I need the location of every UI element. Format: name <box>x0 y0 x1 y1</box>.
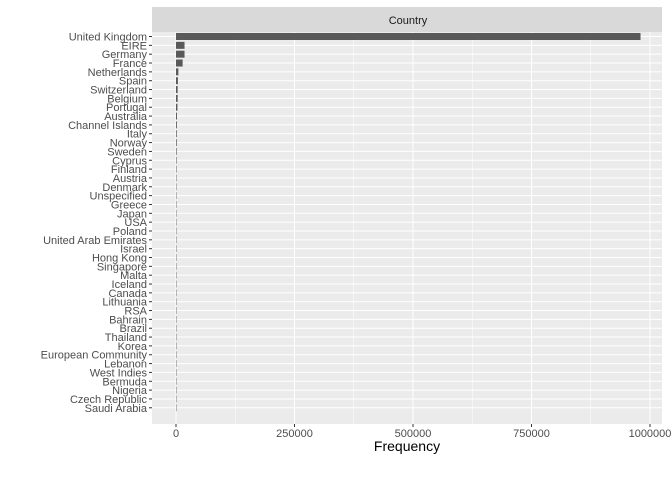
y-tick-label: United Kingdom <box>69 32 147 44</box>
bar <box>176 130 177 138</box>
bar <box>176 112 177 120</box>
bar <box>176 59 183 67</box>
y-tick-label: Bahrain <box>109 314 147 326</box>
y-tick-label: Switzerland <box>90 85 147 97</box>
y-tick-label: Austria <box>113 173 148 185</box>
x-tick-label: 500000 <box>395 428 432 440</box>
y-tick-label: RSA <box>124 306 147 318</box>
y-tick-label: Spain <box>119 76 147 88</box>
y-tick-label: Singapore <box>97 261 147 273</box>
x-axis-ticks: 0 250000 500000 750000 1000000 <box>173 424 671 440</box>
y-tick-label: Canada <box>108 288 147 300</box>
y-tick-label: Cyprus <box>112 155 147 167</box>
y-tick-label: USA <box>124 217 147 229</box>
bar <box>176 139 177 147</box>
y-tick-label: Poland <box>113 226 147 238</box>
facet-strip-label: Country <box>389 15 428 27</box>
bar <box>176 147 177 155</box>
y-tick-label: Thailand <box>105 332 147 344</box>
bar <box>176 156 177 164</box>
bar <box>176 103 178 111</box>
y-tick-label: Israel <box>120 244 147 256</box>
bar <box>176 68 179 76</box>
x-tick-label: 1000000 <box>629 428 672 440</box>
x-tick-label: 750000 <box>513 428 550 440</box>
y-tick-label: Bermuda <box>102 376 148 388</box>
bar <box>176 86 178 94</box>
y-tick-label: Lithuania <box>102 297 148 309</box>
bar <box>176 77 178 85</box>
y-tick-label: Malta <box>120 270 148 282</box>
y-tick-label: Korea <box>118 341 148 353</box>
y-tick-label: Saudi Arabia <box>85 403 148 415</box>
y-tick-label: Czech Republic <box>70 394 148 406</box>
bar <box>176 50 185 58</box>
y-tick-label: Germany <box>102 49 148 61</box>
y-tick-label: European Community <box>41 350 148 362</box>
y-tick-label: Japan <box>117 208 147 220</box>
y-tick-label: Sweden <box>107 146 147 158</box>
y-tick-label: Greece <box>111 199 147 211</box>
y-tick-label: Italy <box>127 129 148 141</box>
x-axis-title: Frequency <box>374 438 440 454</box>
y-tick-label: Lebanon <box>104 359 147 371</box>
y-tick-label: Unspecified <box>90 191 147 203</box>
plot-panel <box>152 32 662 424</box>
y-tick-label: Hong Kong <box>92 253 147 265</box>
y-tick-label: Netherlands <box>88 67 148 79</box>
y-tick-label: France <box>113 58 147 70</box>
y-tick-label: Norway <box>110 138 148 150</box>
bar <box>176 121 177 129</box>
bar <box>176 41 185 49</box>
y-tick-label: Iceland <box>112 279 147 291</box>
y-axis-ticks: United KingdomEIREGermanyFranceNetherlan… <box>41 32 152 415</box>
y-tick-label: Finland <box>111 164 147 176</box>
y-tick-label: EIRE <box>121 40 147 52</box>
y-tick-label: Brazil <box>119 323 147 335</box>
bar <box>176 33 641 40</box>
x-tick-label: 250000 <box>276 428 313 440</box>
bars <box>176 33 641 412</box>
x-tick-label: 0 <box>173 428 179 440</box>
y-tick-label: Australia <box>104 111 148 123</box>
y-tick-label: West Indies <box>90 367 148 379</box>
y-tick-label: Nigeria <box>112 385 148 397</box>
y-tick-label: Belgium <box>107 93 147 105</box>
y-tick-label: Channel Islands <box>68 120 147 132</box>
y-tick-label: United Arab Emirates <box>43 235 147 247</box>
strip-background <box>152 7 662 32</box>
y-tick-label: Denmark <box>102 182 147 194</box>
y-tick-label: Portugal <box>106 102 147 114</box>
bar <box>176 94 178 102</box>
